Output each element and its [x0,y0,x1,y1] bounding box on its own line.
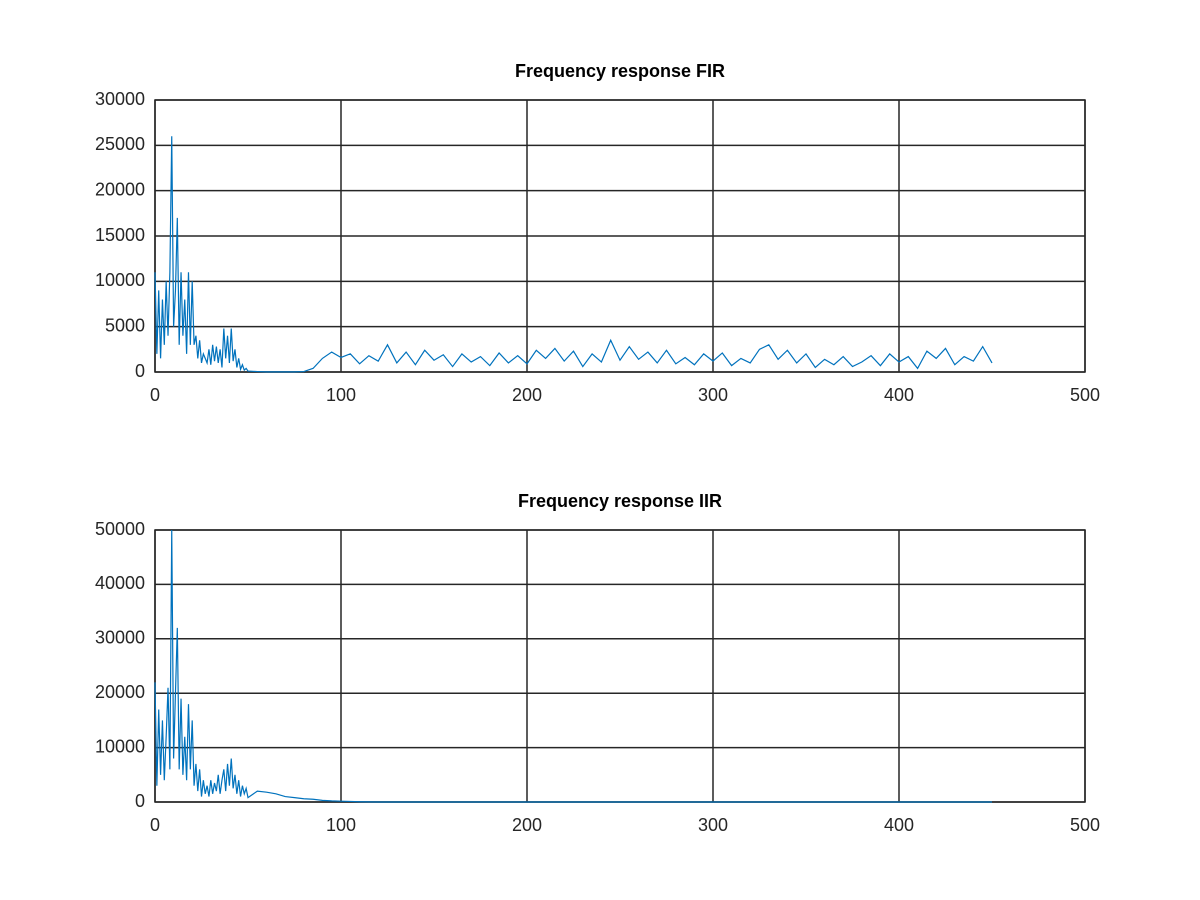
x-tick-label: 100 [326,815,356,835]
y-tick-label: 15000 [95,225,145,245]
plot-frame [154,529,1086,803]
x-tick-label: 300 [698,385,728,405]
x-tick-label: 400 [884,385,914,405]
y-tick-label: 10000 [95,270,145,290]
x-tick-label: 100 [326,385,356,405]
y-tick-label: 20000 [95,179,145,199]
x-tick-label: 500 [1070,815,1100,835]
x-tick-label: 0 [150,385,160,405]
x-tick-label: 0 [150,815,160,835]
y-tick-label: 0 [135,361,145,381]
plot-frame [154,99,1086,373]
x-tick-label: 200 [512,385,542,405]
y-tick-label: 50000 [95,519,145,539]
y-tick-label: 0 [135,791,145,811]
x-tick-label: 500 [1070,385,1100,405]
y-tick-label: 30000 [95,628,145,648]
y-tick-label: 40000 [95,573,145,593]
y-tick-label: 30000 [95,89,145,109]
y-tick-label: 10000 [95,736,145,756]
chart-title: Frequency response IIR [518,491,722,511]
y-tick-label: 25000 [95,134,145,154]
x-tick-label: 400 [884,815,914,835]
x-tick-label: 200 [512,815,542,835]
y-tick-label: 20000 [95,682,145,702]
data-line [154,136,993,373]
data-line [154,529,992,803]
x-tick-label: 300 [698,815,728,835]
y-tick-label: 5000 [105,315,145,335]
chart-title: Frequency response FIR [515,61,725,81]
